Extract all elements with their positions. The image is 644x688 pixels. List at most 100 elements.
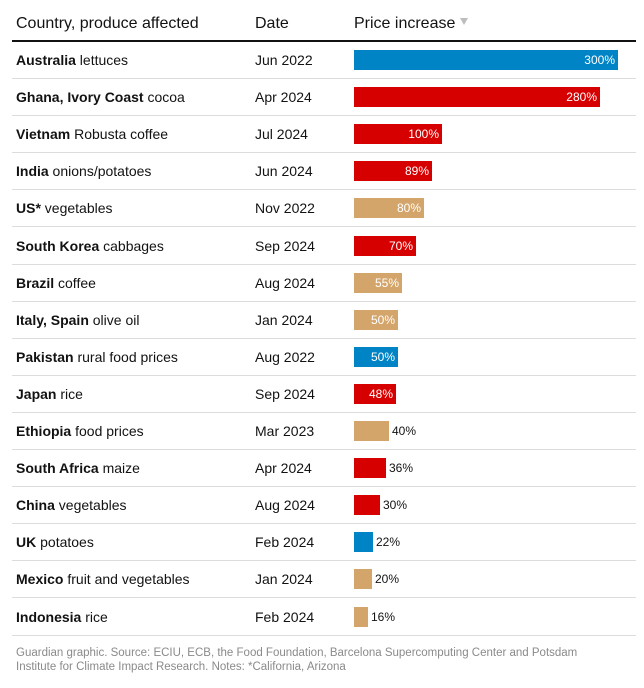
price-bar — [354, 198, 424, 219]
row-date: Aug 2024 — [255, 497, 315, 514]
row-date: Jan 2024 — [255, 311, 313, 328]
produce-name: food prices — [71, 423, 144, 439]
price-value-label: 280% — [566, 90, 597, 105]
row-date: Apr 2024 — [255, 89, 312, 106]
row-date: Jun 2022 — [255, 52, 313, 68]
table-row: India onions/potatoes Jun 2024 89% — [12, 153, 636, 191]
table-row: Pakistan rural food prices Aug 2022 50% — [12, 339, 636, 376]
country-name: Indonesia — [16, 608, 82, 625]
price-value-label: 40% — [392, 424, 417, 438]
row-date: Aug 2022 — [255, 348, 315, 365]
row-date: Sep 2024 — [255, 237, 315, 254]
country-name: Australia — [16, 52, 76, 68]
produce-name: vegetables — [54, 497, 127, 514]
row-date: Feb 2024 — [255, 608, 315, 625]
row-date: Aug 2024 — [255, 274, 315, 291]
produce-name: cabbages — [99, 237, 164, 254]
row-date: Mar 2023 — [255, 423, 315, 439]
header-price-label: Price increase — [354, 15, 456, 32]
row-date: Sep 2024 — [255, 385, 315, 402]
table-row: UK potatoes Feb 2024 22% — [12, 524, 636, 562]
price-bar — [354, 87, 600, 108]
price-value-label: 100% — [408, 127, 439, 142]
price-value-label: 30% — [383, 498, 408, 513]
table-row: China vegetables Aug 2024 30% — [12, 487, 636, 525]
row-country-cell: UK potatoes — [16, 524, 94, 560]
price-value-label: 36% — [389, 461, 414, 476]
produce-name: vegetables — [40, 200, 113, 217]
table-row: Indonesia rice Feb 2024 16% — [12, 599, 636, 636]
row-country-cell: India onions/potatoes — [16, 153, 151, 189]
row-date: Jan 2024 — [255, 571, 313, 588]
price-bar — [354, 606, 368, 627]
row-country-cell: Vietnam Robusta coffee — [16, 116, 168, 152]
price-bar — [354, 124, 442, 145]
price-bar — [354, 50, 618, 70]
price-bar — [354, 272, 402, 293]
row-country-cell: South Korea cabbages — [16, 228, 164, 264]
row-country-cell: Ghana, Ivory Coast cocoa — [16, 79, 185, 115]
table-row: US* vegetables Nov 2022 80% — [12, 190, 636, 228]
produce-name: cocoa — [143, 89, 185, 106]
table-row: Brazil coffee Aug 2024 55% — [12, 265, 636, 302]
produce-name: onions/potatoes — [48, 163, 152, 180]
price-bar — [354, 458, 386, 479]
row-country-cell: Mexico fruit and vegetables — [16, 561, 190, 597]
produce-name: lettuces — [75, 52, 129, 68]
table-row: Japan rice Sep 2024 48% — [12, 376, 636, 413]
price-value-label: 55% — [374, 275, 399, 290]
price-value-label: 16% — [371, 609, 396, 624]
produce-name: potatoes — [36, 534, 94, 551]
produce-name: olive oil — [88, 311, 140, 328]
header-price[interactable]: Price increase — [354, 14, 469, 34]
price-value-label: 22% — [376, 535, 401, 550]
price-value-label: 20% — [375, 572, 400, 587]
header-divider — [12, 40, 636, 42]
country-name: Mexico — [16, 571, 64, 588]
table-row: Italy, Spain olive oil Jan 2024 50% — [12, 302, 636, 339]
table-row: Ghana, Ivory Coast cocoa Apr 2024 280% — [12, 79, 636, 117]
row-date: Nov 2022 — [255, 200, 315, 217]
country-name: Italy, Spain — [16, 311, 89, 328]
price-value-label: 70% — [388, 238, 413, 253]
row-country-cell: Australia lettuces — [16, 42, 128, 78]
price-bar — [354, 161, 432, 182]
source-note: Guardian graphic. Source: ECIU, ECB, the… — [16, 647, 578, 673]
row-country-cell: Brazil coffee — [16, 265, 96, 301]
row-date: Jul 2024 — [255, 126, 308, 143]
row-date: Apr 2024 — [255, 460, 312, 477]
price-value-label: 48% — [368, 386, 393, 401]
row-country-cell: China vegetables — [16, 487, 127, 523]
header-date[interactable]: Date — [255, 15, 289, 32]
row-country-cell: Japan rice — [16, 376, 83, 412]
table-row: Australia lettuces Jun 2022 300% — [12, 42, 636, 79]
country-name: UK — [16, 534, 37, 551]
row-country-cell: South Africa maize — [16, 450, 140, 486]
price-value-label: 89% — [404, 164, 429, 179]
price-bar — [354, 532, 373, 553]
country-name: South Africa — [16, 460, 99, 477]
price-bar — [354, 235, 416, 256]
country-name: US* — [16, 200, 41, 217]
country-name: Brazil — [16, 274, 55, 291]
country-name: South Korea — [16, 237, 100, 254]
row-country-cell: Ethiopia food prices — [16, 413, 144, 449]
price-bar — [354, 421, 389, 441]
row-country-cell: Indonesia rice — [16, 599, 108, 635]
produce-name: rural food prices — [73, 348, 178, 365]
price-bar — [354, 569, 372, 590]
price-bar — [354, 495, 380, 516]
produce-name: rice — [81, 608, 108, 625]
country-name: India — [16, 163, 49, 180]
table-row: South Korea cabbages Sep 2024 70% — [12, 228, 636, 265]
country-name: Japan — [16, 385, 57, 402]
table-row: South Africa maize Apr 2024 36% — [12, 450, 636, 488]
country-name: Pakistan — [16, 348, 74, 365]
price-bar — [354, 346, 398, 367]
header-country[interactable]: Country, produce affected — [16, 15, 199, 32]
price-bar — [354, 309, 398, 330]
row-country-cell: Italy, Spain olive oil — [16, 302, 139, 338]
produce-name: maize — [98, 460, 140, 477]
sort-down-icon — [460, 18, 469, 25]
